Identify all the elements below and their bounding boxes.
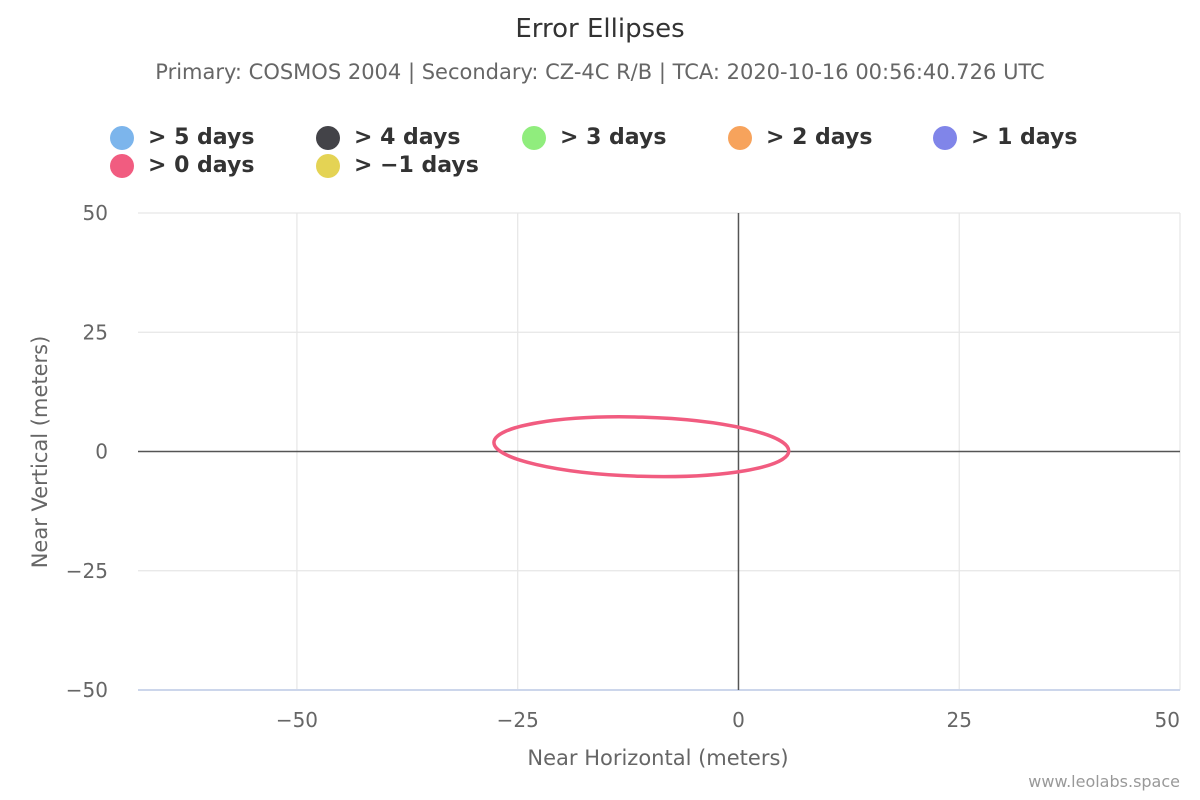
y-tick-label: 25 <box>83 320 108 344</box>
series-layer <box>492 413 791 481</box>
legend-label: > −1 days <box>354 153 479 178</box>
tick-labels: 50 25 0 −25 −50 −50 −25 0 25 50 <box>66 201 1180 732</box>
x-tick-label: −50 <box>276 708 318 732</box>
legend-item-2-days[interactable]: > 2 days <box>728 125 872 150</box>
legend-dot-icon <box>316 125 340 150</box>
legend-label: > 0 days <box>148 153 255 178</box>
credits-link[interactable]: www.leolabs.space <box>1028 772 1180 791</box>
chart-subtitle: Primary: COSMOS 2004 | Secondary: CZ-4C … <box>155 60 1045 84</box>
x-tick-label: 50 <box>1155 708 1180 732</box>
y-axis-title: Near Vertical (meters) <box>28 336 52 569</box>
x-axis-title: Near Horizontal (meters) <box>527 746 788 770</box>
y-tick-label: −50 <box>66 678 108 702</box>
legend-item-3-days[interactable]: > 3 days <box>522 125 666 150</box>
x-tick-label: 0 <box>732 708 745 732</box>
error-ellipse[interactable] <box>492 413 791 481</box>
legend-label: > 1 days <box>971 125 1078 150</box>
legend-label: > 3 days <box>560 125 667 150</box>
y-tick-label: −25 <box>66 559 108 583</box>
y-tick-label: 0 <box>95 440 108 464</box>
legend-dot-icon <box>522 125 546 150</box>
zero-lines <box>138 213 1180 690</box>
legend-dot-icon <box>110 125 134 150</box>
legend-dot-icon <box>933 125 957 150</box>
chart-title: Error Ellipses <box>515 14 685 44</box>
legend-item-1-days[interactable]: > 1 days <box>933 125 1077 150</box>
legend-dot-icon <box>110 153 134 178</box>
legend-label: > 4 days <box>354 125 461 150</box>
legend-label: > 2 days <box>766 125 873 150</box>
legend-item-4-days[interactable]: > 4 days <box>316 125 460 150</box>
legend-dot-icon <box>316 153 340 178</box>
legend-dot-icon <box>728 125 752 150</box>
legend-item-0-days[interactable]: > 0 days <box>110 153 254 178</box>
x-tick-label: −25 <box>497 708 539 732</box>
legend-label: > 5 days <box>148 125 255 150</box>
x-tick-label: 25 <box>947 708 972 732</box>
y-tick-label: 50 <box>83 201 108 225</box>
legend-item-5-days[interactable]: > 5 days <box>110 125 254 150</box>
legend-item-minus-1-days[interactable]: > −1 days <box>316 153 479 178</box>
